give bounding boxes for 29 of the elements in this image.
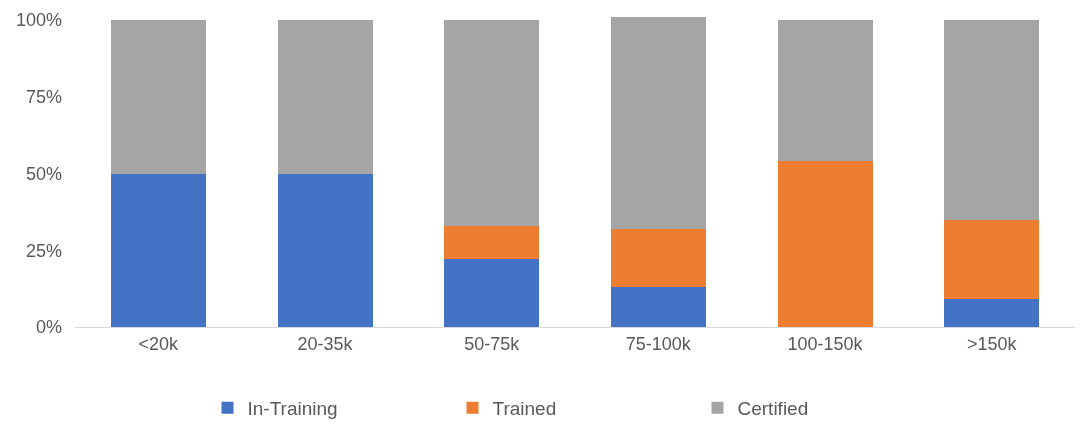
bar [610, 228, 706, 288]
bar [110, 173, 206, 327]
y-tick-label: 0% [35, 317, 62, 338]
x-tick-label: 100-150k [787, 333, 864, 354]
bar [944, 299, 1040, 327]
bar [777, 161, 873, 327]
legend-label: In-Training [247, 398, 338, 420]
bar [610, 17, 706, 229]
y-tick-label: 100% [15, 10, 62, 31]
x-tick-label: <20k [138, 333, 180, 354]
bar [944, 219, 1040, 300]
bar [444, 20, 540, 226]
bar [444, 225, 540, 260]
y-tick-label: 50% [25, 163, 62, 184]
legend-label: Certified [737, 398, 809, 420]
y-tick-label: 75% [25, 87, 62, 108]
x-tick-label: 50-75k [464, 333, 521, 354]
bar [277, 20, 373, 174]
bar [110, 20, 206, 174]
bar [944, 20, 1040, 220]
x-tick-label: 75-100k [625, 333, 692, 354]
x-tick-label: 20-35k [297, 333, 354, 354]
bar [277, 173, 373, 327]
y-tick-label: 25% [25, 240, 62, 261]
bar [444, 259, 540, 327]
legend-label: Trained [492, 398, 557, 420]
bar [610, 287, 706, 327]
bar [777, 20, 873, 162]
x-tick-label: >150k [966, 333, 1018, 354]
